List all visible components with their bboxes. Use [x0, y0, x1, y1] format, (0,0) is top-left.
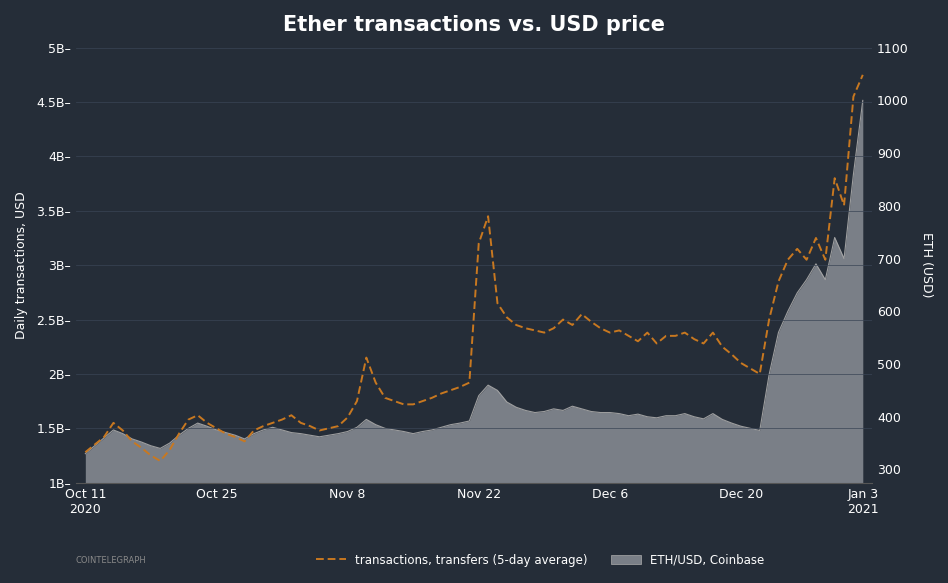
Text: COINTELEGRAPH: COINTELEGRAPH — [76, 556, 147, 564]
Title: Ether transactions vs. USD price: Ether transactions vs. USD price — [283, 15, 665, 35]
Legend: transactions, transfers (5-day average), ETH/USD, Coinbase: transactions, transfers (5-day average),… — [312, 549, 769, 571]
Y-axis label: ETH (USD): ETH (USD) — [920, 233, 933, 298]
Y-axis label: Daily transactions, USD: Daily transactions, USD — [15, 191, 28, 339]
